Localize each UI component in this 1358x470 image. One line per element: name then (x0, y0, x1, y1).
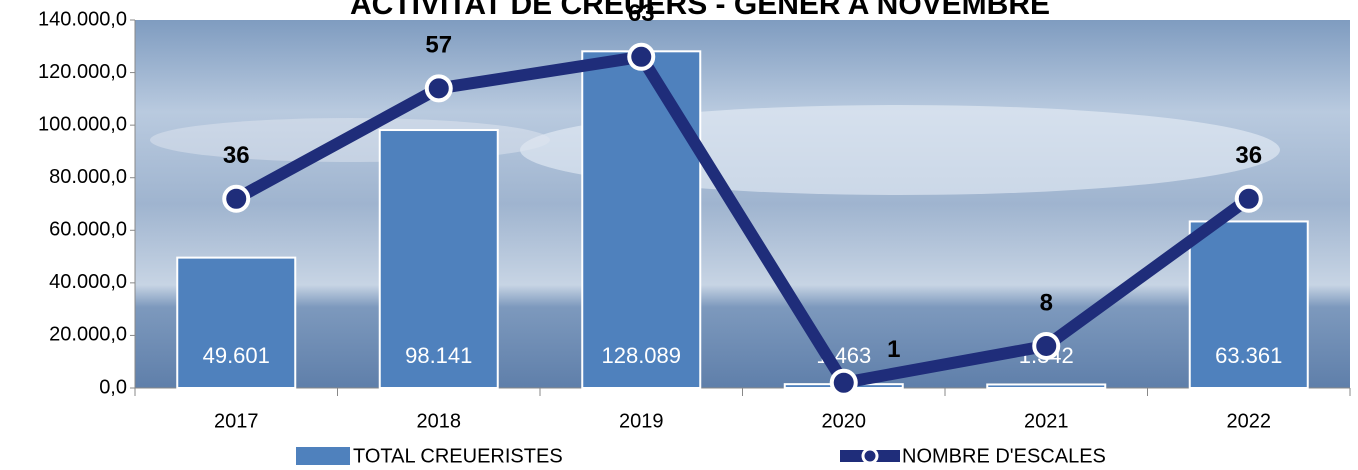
legend-label: NOMBRE D'ESCALES (902, 445, 1106, 467)
y-tick-label: 140.000,0 (38, 8, 127, 30)
legend-label: TOTAL CREUERISTES (353, 445, 563, 467)
line-marker (1032, 331, 1061, 360)
legend-swatch (296, 447, 350, 465)
line-marker (222, 184, 251, 213)
x-tick-label: 2022 (1227, 410, 1272, 432)
line-marker (1234, 184, 1263, 213)
x-tick-label: 2020 (822, 410, 867, 432)
x-tick-label: 2018 (417, 410, 462, 432)
plot-background (135, 20, 1350, 388)
x-tick-label: 2019 (619, 410, 664, 432)
line-value-label: 36 (223, 142, 250, 169)
legend-swatch (861, 447, 879, 465)
bar (581, 50, 702, 389)
x-tick-label: 2017 (214, 410, 259, 432)
y-tick-label: 120.000,0 (38, 61, 127, 83)
x-tick-label: 2021 (1024, 410, 1069, 432)
bar (176, 256, 297, 390)
bar-value-label: 63.361 (1215, 343, 1282, 368)
bar (378, 129, 499, 390)
y-tick-label: 40.000,0 (49, 271, 127, 293)
y-tick-label: 60.000,0 (49, 219, 127, 241)
y-tick-label: 100.000,0 (38, 113, 127, 135)
bar (986, 383, 1107, 389)
line-value-label: 63 (628, 0, 655, 27)
y-tick-label: 0,0 (99, 376, 127, 398)
line-value-label: 57 (425, 32, 452, 59)
bar-value-label: 128.089 (601, 343, 681, 368)
line-marker (627, 42, 656, 71)
chart-title: ACTIVITAT DE CREUERS - GENER A NOVEMBRE (350, 0, 1050, 21)
line-marker (829, 368, 858, 397)
y-tick-label: 80.000,0 (49, 166, 127, 188)
line-marker (424, 74, 453, 103)
line-value-label: 1 (887, 336, 900, 363)
y-tick-label: 20.000,0 (49, 324, 127, 346)
bar (1188, 220, 1309, 389)
bar-value-label: 49.601 (203, 343, 270, 368)
line (233, 50, 1253, 389)
line-value-label: 8 (1040, 289, 1053, 316)
bar-value-label: 98.141 (405, 343, 472, 368)
line-value-label: 36 (1235, 142, 1262, 169)
